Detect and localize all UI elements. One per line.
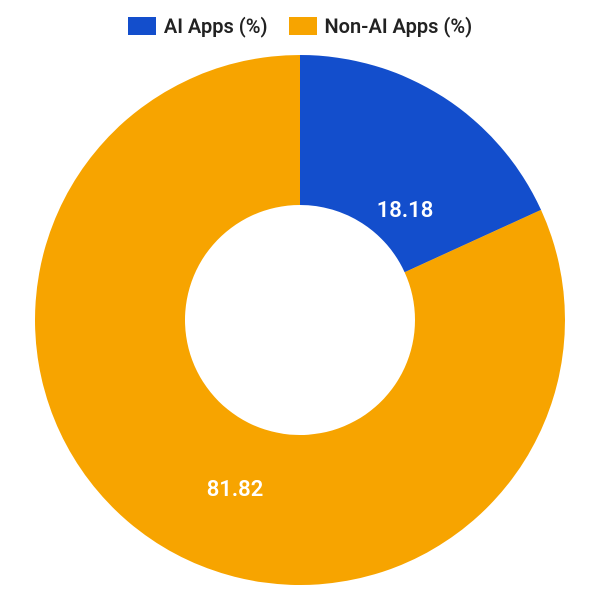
chart-container: AI Apps (%) Non-AI Apps (%) 18.18 81.82 [0, 0, 600, 600]
slice-label-ai: 18.18 [377, 198, 434, 223]
legend-item-non-ai: Non-AI Apps (%) [289, 14, 473, 38]
legend-item-ai: AI Apps (%) [128, 14, 268, 38]
slice-label-non-ai: 81.82 [207, 477, 264, 502]
legend-label-non-ai: Non-AI Apps (%) [325, 14, 473, 38]
legend-label-ai: AI Apps (%) [164, 14, 268, 38]
legend-swatch-ai [128, 17, 156, 35]
legend: AI Apps (%) Non-AI Apps (%) [0, 14, 600, 40]
legend-swatch-non-ai [289, 17, 317, 35]
donut-chart: 18.18 81.82 [35, 55, 565, 585]
